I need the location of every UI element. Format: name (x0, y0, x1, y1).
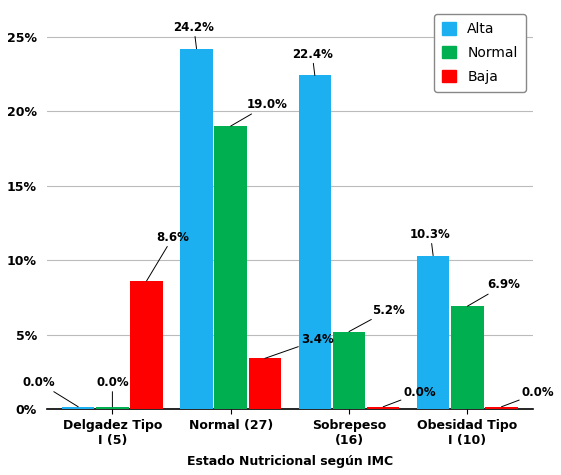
Text: 8.6%: 8.6% (146, 231, 189, 281)
Bar (214, 126, 247, 409)
Bar (96, 407, 128, 409)
Bar (130, 281, 163, 409)
Bar (298, 76, 331, 409)
Bar (249, 358, 281, 409)
X-axis label: Estado Nutricional según IMC: Estado Nutricional según IMC (187, 455, 393, 468)
Text: 10.3%: 10.3% (410, 228, 451, 256)
Bar (367, 407, 399, 409)
Text: 6.9%: 6.9% (467, 278, 521, 306)
Legend: Alta, Normal, Baja: Alta, Normal, Baja (434, 14, 526, 92)
Text: 5.2%: 5.2% (349, 304, 405, 332)
Bar (62, 407, 94, 409)
Text: 0.0%: 0.0% (383, 386, 436, 407)
Text: 19.0%: 19.0% (231, 98, 288, 126)
Bar (485, 407, 518, 409)
Text: 24.2%: 24.2% (173, 21, 214, 48)
Text: 0.0%: 0.0% (22, 376, 78, 407)
Text: 3.4%: 3.4% (265, 333, 334, 358)
Bar (180, 48, 213, 409)
Text: 0.0%: 0.0% (502, 386, 555, 407)
Bar (333, 332, 365, 409)
Bar (417, 256, 449, 409)
Text: 22.4%: 22.4% (292, 48, 333, 76)
Bar (451, 306, 484, 409)
Text: 0.0%: 0.0% (96, 376, 128, 407)
